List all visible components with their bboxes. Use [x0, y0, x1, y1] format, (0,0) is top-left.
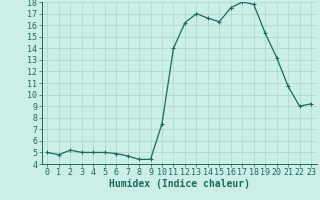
- X-axis label: Humidex (Indice chaleur): Humidex (Indice chaleur): [109, 179, 250, 189]
